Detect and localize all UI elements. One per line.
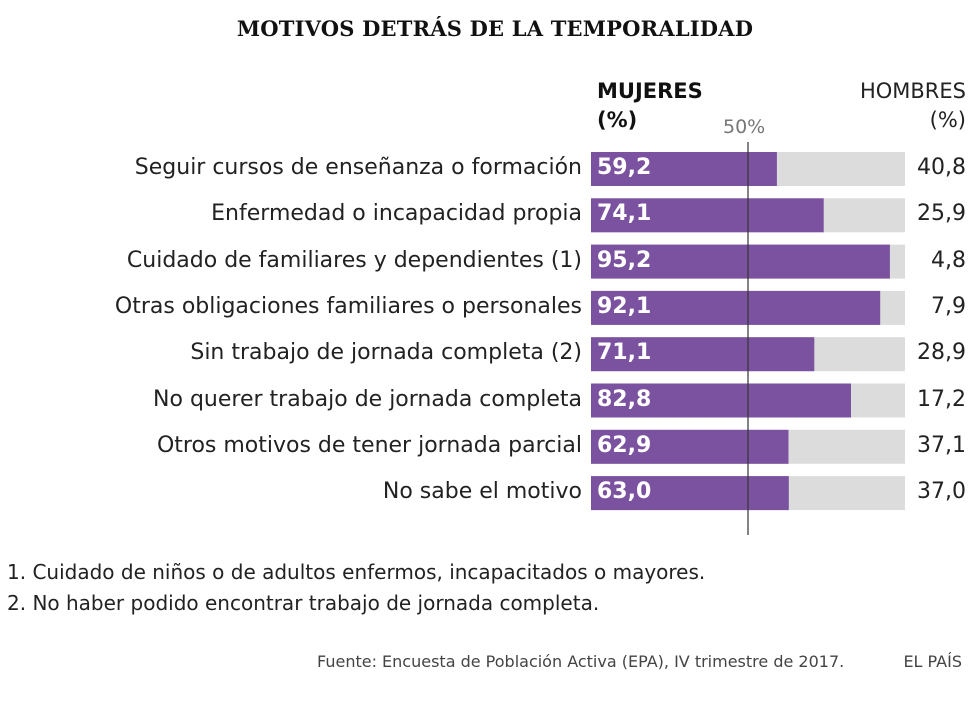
women-value-label: 63,0 [597, 479, 652, 505]
women-header-unit: (%) [597, 108, 638, 132]
women-value-label: 74,1 [597, 201, 652, 227]
brand-logo: EL PAÍS [903, 652, 962, 671]
men-header-unit: (%) [929, 108, 966, 132]
category-label: No sabe el motivo [382, 479, 582, 505]
women-value-label: 71,1 [597, 340, 652, 366]
women-bar [591, 476, 789, 511]
women-bar [591, 337, 815, 372]
men-value-label: 4,8 [931, 247, 966, 273]
men-column-header: HOMBRES (%) [860, 77, 966, 135]
women-value-label: 82,8 [597, 386, 652, 412]
footnote-1: 1. Cuidado de niños o de adultos enfermo… [7, 560, 706, 584]
women-bar [591, 152, 777, 186]
women-bar [591, 244, 890, 279]
men-value-label: 25,9 [917, 201, 966, 227]
women-header-label: MUJERES [597, 79, 703, 103]
source-text: Fuente: Encuesta de Población Activa (EP… [317, 652, 845, 671]
men-value-label: 37,0 [917, 479, 966, 505]
chart-title: MOTIVOS DETRÁS DE LA TEMPORALIDAD [236, 16, 754, 41]
category-label: Otras obligaciones familiares o personal… [114, 293, 582, 319]
men-header-label: HOMBRES [859, 79, 966, 103]
women-bar [591, 290, 881, 325]
footnote-2: 2. No haber podido encontrar trabajo de … [7, 591, 600, 615]
women-value-label: 62,9 [597, 432, 652, 458]
men-value-label: 17,2 [917, 386, 966, 412]
category-label: Sin trabajo de jornada completa (2) [190, 340, 582, 366]
women-column-header: MUJERES (%) [597, 77, 703, 135]
men-value-label: 28,9 [917, 340, 966, 366]
category-label: No querer trabajo de jornada completa [153, 386, 582, 412]
women-value-label: 92,1 [597, 293, 652, 319]
category-label: Seguir cursos de enseñanza o formación [134, 155, 582, 180]
men-value-label: 37,1 [917, 432, 966, 458]
reference-label: 50% [723, 116, 766, 138]
women-bar [591, 198, 824, 233]
category-label: Otros motivos de tener jornada parcial [156, 432, 582, 458]
category-label: Cuidado de familiares y dependientes (1) [126, 247, 582, 273]
men-value-label: 7,9 [931, 293, 966, 319]
women-value-label: 95,2 [597, 247, 652, 273]
category-label: Enfermedad o incapacidad propia [211, 201, 582, 227]
women-value-label: 59,2 [597, 155, 652, 180]
women-bar [591, 429, 789, 464]
women-bar [591, 383, 851, 418]
men-value-label: 40,8 [917, 155, 966, 180]
